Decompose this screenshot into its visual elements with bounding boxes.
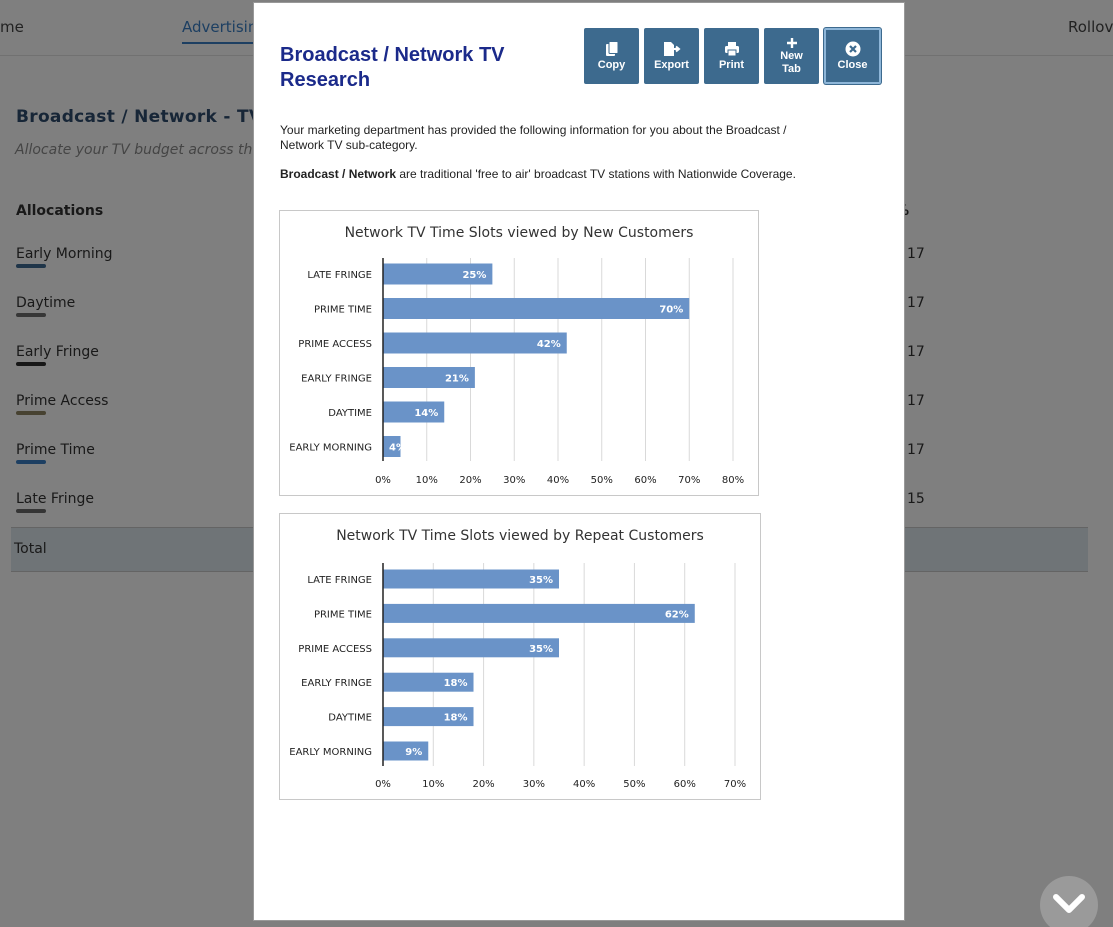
bar <box>383 367 475 388</box>
new-customers-chart-svg: Network TV Time Slots viewed by New Cust… <box>289 225 744 486</box>
category-label: EARLY MORNING <box>289 747 372 758</box>
category-label: PRIME ACCESS <box>298 339 372 350</box>
category-label: EARLY FRINGE <box>301 374 372 385</box>
data-label: 4% <box>389 443 406 454</box>
data-label: 9% <box>405 747 422 758</box>
bar <box>383 603 695 623</box>
category-label: PRIME ACCESS <box>298 644 372 655</box>
print-button[interactable]: Print <box>704 28 759 84</box>
definition-text: are traditional 'free to air' broadcast … <box>396 167 796 181</box>
chart-title: Network TV Time Slots viewed by New Cust… <box>345 225 694 241</box>
bar <box>383 569 559 589</box>
x-tick-label: 20% <box>459 475 481 486</box>
research-modal: Broadcast / Network TV Research Copy Exp… <box>253 2 905 921</box>
bar <box>383 263 493 285</box>
data-label: 18% <box>444 713 468 724</box>
export-icon <box>663 40 681 58</box>
x-tick-label: 30% <box>503 475 525 486</box>
copy-button[interactable]: Copy <box>584 28 639 84</box>
data-label: 70% <box>659 305 683 316</box>
category-label: DAYTIME <box>328 713 372 724</box>
close-circle-icon <box>845 40 861 58</box>
data-label: 18% <box>444 678 468 689</box>
close-button[interactable]: Close <box>824 28 881 84</box>
plus-icon <box>786 37 798 49</box>
data-label: 35% <box>529 644 553 655</box>
modal-title: Broadcast / Network TV Research <box>280 44 505 91</box>
intro-section: Your marketing department has provided t… <box>280 123 800 196</box>
export-button[interactable]: Export <box>644 28 699 84</box>
category-label: DAYTIME <box>328 408 372 419</box>
new-customers-chart: Network TV Time Slots viewed by New Cust… <box>279 210 759 496</box>
bar <box>383 298 690 319</box>
x-tick-label: 20% <box>472 779 494 790</box>
new-tab-button[interactable]: New Tab <box>764 28 819 84</box>
data-label: 14% <box>414 408 438 419</box>
data-label: 25% <box>462 270 486 281</box>
x-tick-label: 10% <box>416 475 438 486</box>
modal-toolbar: Copy Export Print <box>584 28 886 84</box>
bar <box>383 436 401 457</box>
x-tick-label: 10% <box>422 779 444 790</box>
x-tick-label: 60% <box>674 779 696 790</box>
x-tick-label: 40% <box>573 779 595 790</box>
x-tick-label: 40% <box>547 475 569 486</box>
data-label: 42% <box>537 339 561 350</box>
x-tick-label: 70% <box>678 475 700 486</box>
definition-paragraph: Broadcast / Network are traditional 'fre… <box>280 167 800 182</box>
bar <box>383 401 445 423</box>
x-tick-label: 0% <box>375 779 391 790</box>
bar <box>383 332 567 354</box>
intro-paragraph: Your marketing department has provided t… <box>280 123 787 152</box>
print-label: Print <box>718 59 745 71</box>
repeat-customers-chart: Network TV Time Slots viewed by Repeat C… <box>279 513 761 800</box>
definition-term: Broadcast / Network <box>280 167 397 181</box>
category-label: EARLY MORNING <box>289 443 372 454</box>
category-label: PRIME TIME <box>314 305 372 316</box>
data-label: 21% <box>445 374 469 385</box>
repeat-customers-chart-svg: Network TV Time Slots viewed by Repeat C… <box>289 528 746 790</box>
x-tick-label: 50% <box>591 475 613 486</box>
x-tick-label: 30% <box>523 779 545 790</box>
category-label: LATE FRINGE <box>307 575 372 586</box>
category-label: PRIME TIME <box>314 609 372 620</box>
export-label: Export <box>654 59 689 71</box>
x-tick-label: 50% <box>623 779 645 790</box>
copy-label: Copy <box>597 59 626 71</box>
bar <box>383 707 474 727</box>
category-label: EARLY FRINGE <box>301 678 372 689</box>
print-icon <box>724 40 740 58</box>
data-label: 62% <box>665 609 689 620</box>
chevron-down-icon <box>1053 894 1085 913</box>
bar <box>383 741 429 761</box>
scroll-down-button[interactable] <box>1040 876 1098 927</box>
category-label: LATE FRINGE <box>307 270 372 281</box>
x-tick-label: 0% <box>375 475 391 486</box>
data-label: 35% <box>529 575 553 586</box>
x-tick-label: 70% <box>724 779 746 790</box>
x-tick-label: 60% <box>634 475 656 486</box>
bar <box>383 638 559 658</box>
chart-title: Network TV Time Slots viewed by Repeat C… <box>336 528 704 544</box>
copy-icon <box>605 40 619 58</box>
x-tick-label: 80% <box>722 475 744 486</box>
bar <box>383 672 474 692</box>
new-tab-label: New Tab <box>780 49 803 75</box>
close-label: Close <box>837 59 868 71</box>
